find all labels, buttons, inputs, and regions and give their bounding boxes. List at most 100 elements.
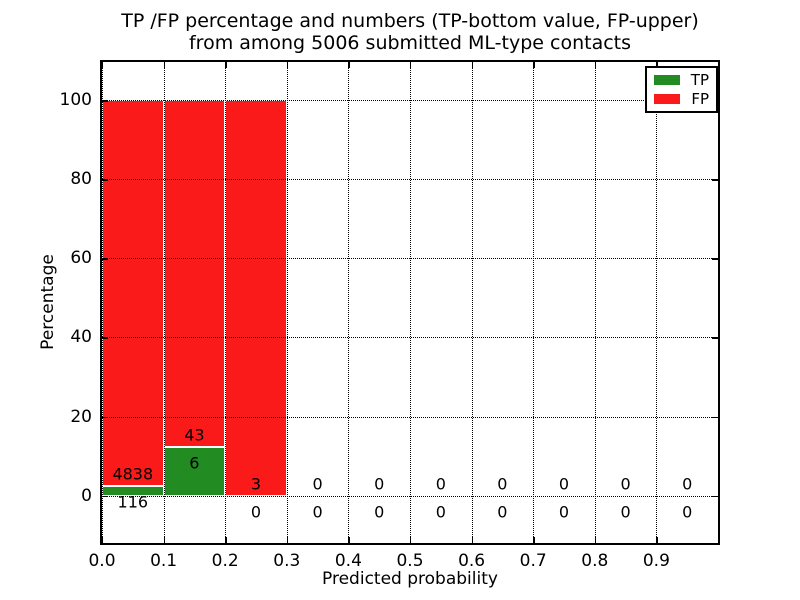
x-tick-mark bbox=[594, 62, 597, 68]
y-tick-label: 60 bbox=[70, 248, 92, 269]
chart-title-line1: TP /FP percentage and numbers (TP-bottom… bbox=[121, 10, 699, 32]
legend-box: TP FP bbox=[645, 66, 718, 113]
x-axis-label: Predicted probability bbox=[322, 569, 498, 589]
x-gridline bbox=[348, 62, 350, 543]
y-tick-mark bbox=[712, 416, 718, 418]
legend-item: TP bbox=[654, 71, 709, 89]
legend-item-label: TP bbox=[690, 71, 709, 89]
x-tick-label: 0.4 bbox=[334, 551, 362, 571]
tp-count-label: 0 bbox=[558, 502, 570, 522]
x-tick-label: 0.9 bbox=[642, 551, 670, 571]
x-tick-mark bbox=[102, 537, 104, 543]
y-gridline bbox=[102, 179, 718, 181]
tp-count-label: 0 bbox=[250, 502, 262, 522]
fp-count-label: 0 bbox=[435, 474, 446, 494]
y-gridline bbox=[102, 100, 718, 102]
fp-count-label: 4838 bbox=[112, 464, 154, 484]
fp-count-label: 0 bbox=[558, 474, 570, 494]
x-tick-mark bbox=[348, 62, 350, 68]
y-tick-label: 80 bbox=[70, 169, 92, 190]
y-tick-mark bbox=[102, 258, 108, 260]
x-tick-label: 0.7 bbox=[519, 551, 547, 571]
x-gridline bbox=[102, 62, 103, 543]
y-gridline bbox=[102, 258, 718, 260]
x-gridline bbox=[471, 62, 473, 543]
x-tick-mark bbox=[286, 537, 289, 543]
x-gridline bbox=[656, 62, 658, 543]
bar-fp-segment bbox=[102, 100, 164, 487]
x-gridline bbox=[225, 62, 227, 543]
fp-count-label: 0 bbox=[497, 474, 508, 494]
y-tick-mark bbox=[712, 258, 718, 260]
x-tick-mark bbox=[225, 537, 227, 543]
x-gridline bbox=[286, 62, 288, 543]
y-tick-mark bbox=[712, 495, 718, 497]
x-tick-mark bbox=[533, 62, 535, 68]
x-tick-label: 0.8 bbox=[581, 551, 609, 571]
y-gridline bbox=[102, 416, 718, 418]
x-tick-mark bbox=[656, 62, 658, 68]
x-tick-mark bbox=[410, 537, 412, 543]
x-tick-label: 0.5 bbox=[396, 551, 424, 571]
x-tick-mark bbox=[656, 537, 658, 543]
x-tick-mark bbox=[102, 62, 104, 68]
x-tick-mark bbox=[471, 62, 473, 68]
x-tick-mark bbox=[471, 537, 473, 543]
tp-legend-swatch bbox=[654, 75, 680, 85]
x-tick-mark bbox=[286, 62, 289, 68]
legend-item-label: FP bbox=[691, 90, 709, 108]
tp-count-label: 6 bbox=[189, 453, 200, 473]
x-gridline bbox=[533, 62, 535, 543]
y-tick-mark bbox=[102, 100, 108, 102]
y-tick-label: 100 bbox=[59, 90, 92, 111]
x-tick-label: 0.0 bbox=[88, 551, 116, 571]
y-tick-label: 40 bbox=[70, 327, 92, 348]
fp-count-label: 3 bbox=[250, 474, 262, 494]
x-gridline bbox=[594, 62, 596, 543]
chart-title: TP /FP percentage and numbers (TP-bottom… bbox=[100, 10, 720, 54]
x-tick-label: 0.1 bbox=[150, 551, 178, 571]
x-gridline bbox=[410, 62, 411, 543]
x-tick-label: 0.3 bbox=[273, 551, 301, 571]
plot-area-inner bbox=[102, 62, 718, 543]
chart-title-line2: from among 5006 submitted ML-type contac… bbox=[188, 32, 632, 54]
y-tick-mark bbox=[102, 495, 108, 497]
fp-count-label: 43 bbox=[184, 425, 205, 445]
y-gridline bbox=[102, 495, 718, 497]
fp-count-label: 0 bbox=[374, 474, 385, 494]
tp-count-label: 0 bbox=[374, 502, 385, 522]
x-tick-mark bbox=[410, 62, 412, 68]
fp-count-label: 0 bbox=[620, 474, 631, 494]
tp-count-label: 0 bbox=[312, 502, 323, 522]
bar-tp-segment bbox=[163, 447, 226, 496]
legend-item: FP bbox=[654, 90, 709, 108]
y-tick-mark bbox=[712, 179, 718, 181]
bar-fp-segment bbox=[225, 100, 287, 496]
tp-count-label: 0 bbox=[435, 502, 446, 522]
x-tick-label: 0.2 bbox=[211, 551, 239, 571]
y-tick-label: 0 bbox=[81, 485, 92, 506]
x-tick-mark bbox=[533, 537, 535, 543]
x-tick-mark bbox=[163, 537, 165, 543]
tp-count-label: 0 bbox=[497, 502, 508, 522]
fp-legend-swatch bbox=[654, 94, 680, 104]
y-gridline bbox=[102, 337, 718, 339]
y-axis-label: Percentage bbox=[38, 254, 58, 350]
x-tick-mark bbox=[163, 62, 165, 68]
x-gridline bbox=[163, 62, 165, 543]
x-tick-mark bbox=[348, 537, 350, 543]
y-tick-mark bbox=[102, 416, 108, 418]
x-tick-label: 0.6 bbox=[458, 551, 486, 571]
plot-area bbox=[100, 60, 720, 545]
y-tick-mark bbox=[102, 337, 108, 339]
fp-count-label: 0 bbox=[312, 474, 323, 494]
x-tick-mark bbox=[225, 62, 227, 68]
tp-count-label: 0 bbox=[682, 502, 693, 522]
x-tick-mark bbox=[594, 537, 597, 543]
y-tick-label: 20 bbox=[70, 406, 92, 427]
y-tick-mark bbox=[102, 179, 108, 181]
y-tick-mark bbox=[712, 337, 718, 339]
tp-count-label: 0 bbox=[620, 502, 631, 522]
fp-count-label: 0 bbox=[682, 474, 693, 494]
